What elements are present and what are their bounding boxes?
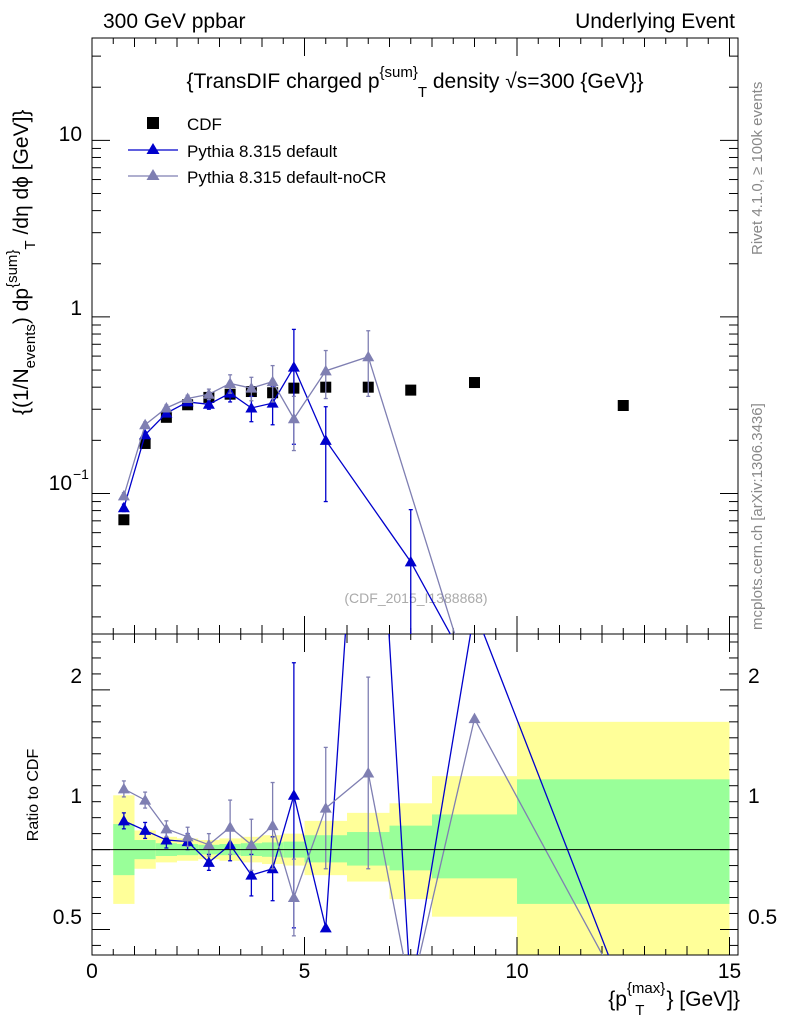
data-point-cdf-12 bbox=[469, 377, 480, 389]
data-point-cdf-0 bbox=[118, 514, 130, 526]
data-point-nocr-2 bbox=[160, 401, 173, 413]
ratio-bands bbox=[113, 721, 730, 955]
data-point-default-10 bbox=[404, 555, 417, 567]
analysis-watermark: (CDF_2015_I1388868) bbox=[344, 590, 487, 606]
data-point-default-6 bbox=[245, 401, 258, 413]
x-tick-5: 5 bbox=[299, 960, 311, 983]
legend-marker-default bbox=[146, 143, 160, 154]
header-right: Underlying Event bbox=[575, 10, 735, 33]
ratio-point-nocr-1 bbox=[139, 794, 152, 805]
legend-label-cdf: CDF bbox=[187, 115, 222, 134]
main-y-tick-10: 10 bbox=[59, 123, 82, 146]
data-point-nocr-3 bbox=[181, 392, 194, 404]
x-tick-labels: 0 5 10 15 bbox=[86, 960, 741, 983]
ratio-plot-frame bbox=[91, 633, 739, 956]
main-y-tick-1: 1 bbox=[70, 297, 82, 320]
ratio-point-nocr-10 bbox=[362, 766, 375, 778]
ratio-y-axis-label: Ratio to CDF bbox=[25, 749, 42, 842]
ratio-point-nocr-6 bbox=[245, 838, 258, 850]
x-tick-0: 0 bbox=[86, 960, 98, 983]
ratio-point-nocr-0 bbox=[117, 782, 130, 794]
ratio-point-nocr-3 bbox=[181, 830, 194, 842]
data-point-nocr-4 bbox=[202, 388, 215, 399]
data-point-nocr-6 bbox=[245, 382, 258, 393]
main-y-tick-0.1: 10 bbox=[49, 472, 72, 495]
ratio-point-nocr-9 bbox=[319, 802, 332, 813]
ratio-point-default-6 bbox=[245, 869, 258, 880]
ratio-y-tick-0.5-right: 0.5 bbox=[748, 906, 777, 929]
ratio-point-default-2 bbox=[160, 834, 173, 845]
ratio-point-default-8 bbox=[287, 789, 300, 800]
x-tick-15: 15 bbox=[718, 960, 741, 983]
ratio-plot-data bbox=[117, 634, 610, 955]
ratio-band-green-13 bbox=[517, 779, 730, 904]
ratio-band-green-12 bbox=[432, 814, 517, 879]
ratio-point-default-9 bbox=[319, 921, 332, 933]
plot-title: {TransDIF charged p{sum}T density √s=300… bbox=[187, 64, 644, 101]
legend-marker-nocr bbox=[146, 169, 160, 180]
ratio-point-nocr-8 bbox=[287, 891, 300, 903]
ratio-y-tick-2-right: 2 bbox=[748, 665, 760, 688]
data-point-default-11 bbox=[469, 672, 481, 683]
data-point-cdf-1 bbox=[139, 437, 151, 449]
main-y-axis-label: {(1/Nevents) dp{sum}T /dη dϕ [GeV]} bbox=[4, 110, 39, 415]
data-point-nocr-7 bbox=[266, 375, 279, 387]
data-point-nocr-11 bbox=[469, 691, 481, 702]
legend-label-default: Pythia 8.315 default bbox=[187, 142, 338, 161]
ratio-y-tick-2-left: 2 bbox=[70, 665, 82, 688]
ratio-point-nocr-4 bbox=[202, 838, 215, 850]
x-axis-label: {p{max} T} [GeV]} bbox=[608, 980, 740, 1019]
header-left: 300 GeV ppbar bbox=[103, 10, 245, 33]
series-line-default bbox=[123, 365, 452, 634]
ratio-y-tick-0.5-left: 0.5 bbox=[53, 906, 82, 929]
ratio-point-default-4 bbox=[202, 856, 215, 867]
data-point-default-8 bbox=[287, 361, 300, 372]
ratio-point-default-1 bbox=[139, 824, 152, 835]
ratio-point-nocr-2 bbox=[160, 822, 173, 834]
data-point-default-4 bbox=[202, 398, 215, 409]
ratio-point-nocr-5 bbox=[224, 821, 237, 832]
ratio-y-tick-labels: 0.5 1 2 0.5 1 2 bbox=[53, 665, 777, 929]
ratio-point-default-0 bbox=[117, 814, 130, 826]
ratio-y-tick-1-left: 1 bbox=[70, 785, 82, 808]
rivet-label: Rivet 4.1.0, ≥ 100k events bbox=[749, 82, 766, 255]
x-tick-10: 10 bbox=[505, 960, 528, 983]
ratio-point-nocr-12 bbox=[468, 712, 481, 724]
data-point-nocr-10 bbox=[362, 350, 375, 362]
data-point-cdf-11 bbox=[405, 384, 417, 396]
data-point-nocr-0 bbox=[117, 489, 130, 501]
data-point-nocr-5 bbox=[224, 377, 237, 388]
data-point-nocr-1 bbox=[139, 418, 152, 430]
data-point-cdf-13 bbox=[617, 400, 629, 412]
ratio-y-tick-1-right: 1 bbox=[748, 785, 760, 808]
data-point-nocr-8 bbox=[287, 412, 300, 424]
data-point-default-9 bbox=[319, 434, 332, 445]
data-point-nocr-9 bbox=[319, 364, 332, 376]
main-y-tick-0.1-exponent: −1 bbox=[73, 466, 89, 482]
ratio-band-green-11 bbox=[389, 825, 432, 871]
ratio-point-nocr-7 bbox=[266, 819, 279, 831]
data-point-default-0 bbox=[117, 501, 130, 513]
legend: CDF Pythia 8.315 default Pythia 8.315 de… bbox=[128, 115, 386, 187]
legend-label-nocr: Pythia 8.315 default-noCR bbox=[187, 168, 386, 187]
main-y-tick-labels: 10 1 10 −1 bbox=[49, 123, 90, 495]
main-plot-data bbox=[117, 328, 629, 702]
mcplots-label: mcplots.cern.ch [arXiv:1306.3436] bbox=[749, 403, 766, 630]
legend-marker-cdf bbox=[147, 117, 159, 129]
